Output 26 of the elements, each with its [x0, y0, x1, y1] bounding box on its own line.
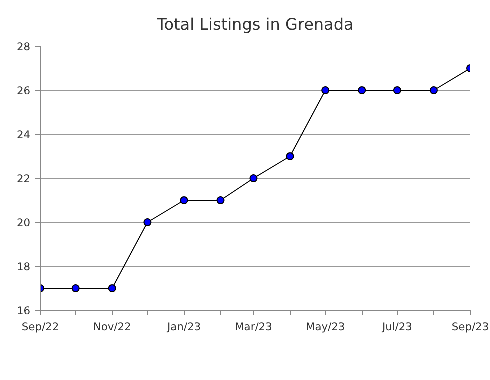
point	[393, 86, 402, 94]
point	[430, 86, 438, 94]
point	[358, 86, 366, 94]
chart-title: Total Listings in Grenada	[156, 15, 354, 34]
x-tick-label: Sep/22	[22, 320, 60, 334]
point	[72, 284, 80, 292]
x-tick-label: Jan/23	[166, 320, 202, 334]
x-tick-label: Sep/23	[452, 320, 490, 334]
y-tick-label: 24	[16, 128, 31, 142]
y-tick-label: 16	[16, 304, 31, 318]
y-tick-label: 20	[16, 216, 31, 230]
y-tick-label: 22	[16, 172, 31, 186]
x-tick-label: Nov/22	[93, 320, 132, 334]
x-tick-label: Jul/23	[381, 320, 412, 334]
point	[286, 152, 294, 160]
point	[250, 174, 258, 182]
y-tick-label: 26	[16, 84, 31, 98]
y-tick-label: 18	[16, 260, 31, 274]
x-tick-label: May/23	[306, 320, 346, 334]
point	[144, 218, 152, 226]
point	[216, 196, 225, 204]
point	[180, 196, 188, 204]
x-tick-label: Mar/23	[235, 320, 272, 334]
point	[322, 86, 330, 94]
y-tick-label: 28	[16, 40, 31, 54]
point	[108, 284, 116, 292]
